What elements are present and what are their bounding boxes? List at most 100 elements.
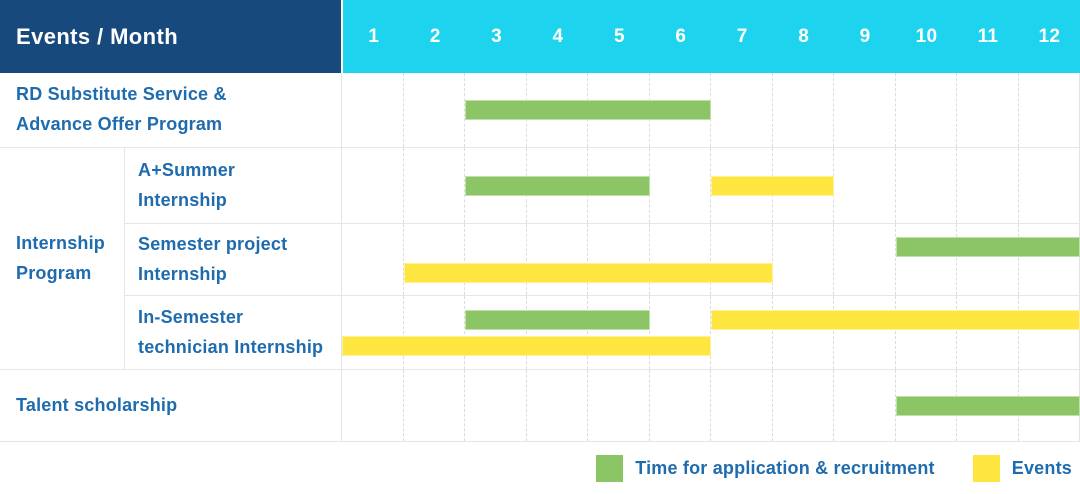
month-grid-cell [588, 370, 650, 441]
header-title: Events / Month [0, 0, 341, 73]
month-grid-cell [773, 224, 834, 295]
month-grid-cell [527, 224, 588, 295]
month-grid-cell [342, 370, 404, 441]
month-label-3: 3 [491, 25, 502, 47]
month-grid-cell [896, 148, 957, 223]
month-grid-cell [342, 73, 404, 147]
row-label: Talent scholarship [16, 394, 178, 415]
gantt-row: In-Semester technician Internship [125, 295, 1080, 369]
legend-label: Events [1011, 457, 1072, 478]
month-grid-cell [834, 224, 896, 295]
events-bar [342, 335, 711, 356]
month-grid-cell [342, 148, 404, 223]
month-grid-cell [711, 296, 773, 369]
month-grid-cell [650, 224, 711, 295]
month-grid-cell [465, 296, 527, 369]
header-row: Events / Month 1 2 3 4 5 6 7 8 9 10 11 12 [0, 0, 1080, 73]
month-label-4: 4 [552, 25, 564, 47]
month-grid-cell [650, 296, 711, 369]
legend-item: Time for application & recruitment [596, 454, 935, 482]
recruitment-swatch [596, 454, 624, 482]
month-grid-cell [711, 73, 773, 147]
month-label-8: 8 [798, 25, 810, 47]
month-grid-cell [957, 296, 1019, 369]
month-grid-cell [1019, 148, 1080, 223]
month-grid-cell [404, 73, 465, 147]
gantt-row: Semester project Internship [125, 223, 1080, 295]
month-grid-cell [711, 224, 773, 295]
month-label-1: 1 [368, 25, 380, 47]
recruitment-bar [895, 395, 1080, 416]
month-grid-cell [1019, 73, 1080, 147]
month-grid-cell [711, 370, 773, 441]
timeline [341, 73, 1080, 147]
month-grid-cell [896, 296, 957, 369]
row-label: In-Semester technician Internship [138, 306, 324, 357]
month-grid-cell [834, 148, 896, 223]
month-grid-cell [404, 296, 465, 369]
legend-label: Time for application & recruitment [635, 457, 935, 478]
timeline [341, 148, 1080, 223]
recruitment-bar [465, 175, 650, 196]
recruitment-bar [465, 100, 711, 120]
month-grid-cell [834, 296, 896, 369]
month-grid-cell [650, 370, 711, 441]
month-grid-cell [1019, 296, 1080, 369]
events-bar [711, 309, 1080, 330]
month-grid-cell [957, 148, 1019, 223]
month-grid-cell [465, 370, 527, 441]
events-bar [711, 175, 834, 196]
month-label-9: 9 [859, 25, 871, 47]
gantt-row: RD Substitute Service & Advance Offer Pr… [0, 73, 1080, 147]
month-grid-cell [527, 296, 588, 369]
timeline [341, 370, 1080, 441]
month-label-10: 10 [915, 25, 938, 47]
month-grid-cell [527, 370, 588, 441]
month-grid-cell [342, 296, 404, 369]
month-grid-cell [896, 224, 957, 295]
row-group-internship: Internship Program A+Summer Internship Sem… [0, 147, 1080, 369]
group-rows: A+Summer Internship Semester project Inte… [124, 148, 1080, 369]
events-swatch [972, 454, 1000, 482]
month-label-2: 2 [429, 25, 441, 47]
gantt-body: RD Substitute Service & Advance Offer Pr… [0, 73, 1080, 441]
month-grid-cell [834, 73, 896, 147]
month-grid-cell [834, 370, 896, 441]
month-grid-cell [588, 296, 650, 369]
month-grid-cell [957, 224, 1019, 295]
month-label-12: 12 [1038, 25, 1061, 47]
recruitment-bar [465, 309, 650, 330]
timeline [341, 224, 1080, 295]
month-label-11: 11 [977, 25, 999, 47]
month-grid-cell [404, 148, 465, 223]
month-grid-cell [1019, 224, 1080, 295]
row-label: A+Summer Internship [138, 159, 236, 210]
gantt-row: A+Summer Internship [125, 148, 1080, 223]
month-grid-cell [896, 73, 957, 147]
month-header: 1 2 3 4 5 6 7 8 9 10 11 12 [341, 0, 1080, 73]
month-grid-cell [588, 224, 650, 295]
month-label-5: 5 [613, 25, 625, 47]
month-grid [342, 296, 1080, 369]
month-grid-cell [404, 370, 465, 441]
month-grid-cell [773, 296, 834, 369]
month-grid [342, 73, 1080, 147]
month-grid-cell [342, 224, 404, 295]
month-grid-cell [404, 224, 465, 295]
month-grid [342, 224, 1080, 295]
month-label-7: 7 [736, 25, 748, 47]
month-grid-cell [650, 148, 711, 223]
timeline [341, 296, 1080, 369]
month-grid-cell [465, 224, 527, 295]
month-grid-cell [957, 73, 1019, 147]
row-label: RD Substitute Service & Advance Offer Pr… [16, 84, 227, 134]
month-grid-cell [773, 370, 834, 441]
recruitment-bar [895, 236, 1080, 257]
legend: Time for application & recruitment Events [0, 442, 1080, 494]
legend-item: Events [972, 454, 1072, 482]
gantt-row: Talent scholarship [0, 369, 1080, 441]
group-label: Internship Program [16, 232, 106, 283]
events-bar [403, 262, 773, 283]
month-grid-cell [773, 73, 834, 147]
gantt-table: Events / Month 1 2 3 4 5 6 7 8 9 10 11 12 RD Substi… [0, 0, 1080, 442]
